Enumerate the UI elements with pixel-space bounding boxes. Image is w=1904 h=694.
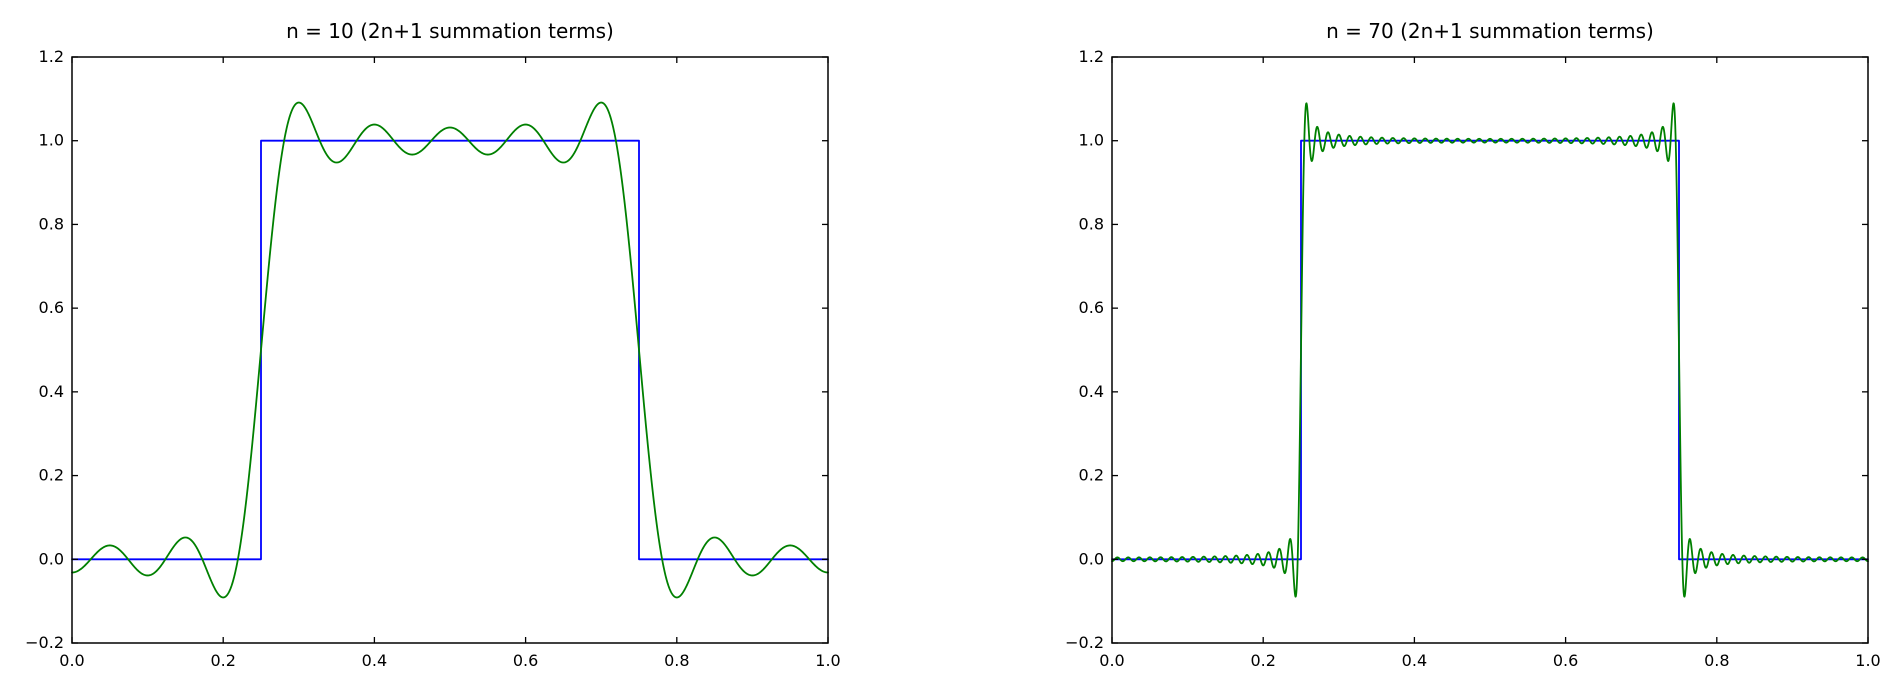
y-tick-label: −0.2	[1065, 633, 1104, 652]
y-tick-label: −0.2	[25, 633, 64, 652]
y-tick-label: 1.0	[39, 131, 64, 150]
y-tick-label: 0.0	[39, 549, 64, 568]
axes-frame	[71, 56, 829, 644]
plot-axes-0: 0.0 0.2 0.4 0.6 0.8 1.0−0.20.00.20.40.60.81.0…	[25, 47, 841, 670]
x-tick-label: 0.4	[362, 651, 387, 670]
y-tick-label: 1.2	[39, 47, 64, 66]
y-tick-label: 0.8	[39, 214, 64, 233]
fourier-partial-sum-line	[71, 101, 829, 599]
y-tick-label: 1.2	[1079, 47, 1104, 66]
y-tick-label: 0.4	[39, 382, 64, 401]
x-tick-label: 0.2	[1250, 651, 1275, 670]
x-tick-label: 0.0	[59, 651, 84, 670]
square-wave-line	[1111, 139, 1869, 561]
plot-axes-1: 0.0 0.2 0.4 0.6 0.8 1.0−0.20.00.20.40.60.81.0…	[1065, 47, 1881, 670]
y-tick-label: 1.0	[1079, 131, 1104, 150]
right-plot-title: n = 70 (2n+1 summation terms)	[1326, 19, 1654, 43]
y-tick-label: 0.6	[39, 298, 64, 317]
y-tick-label: 0.2	[1079, 466, 1104, 485]
y-tick-label: 0.4	[1079, 382, 1104, 401]
left-plot-title: n = 10 (2n+1 summation terms)	[286, 19, 614, 43]
x-tick-label: 0.0	[1099, 651, 1124, 670]
x-tick-label: 0.8	[664, 651, 689, 670]
y-tick-label: 0.2	[39, 466, 64, 485]
x-tick-label: 0.6	[513, 651, 538, 670]
x-tick-label: 1.0	[1855, 651, 1880, 670]
axes-frame	[1111, 56, 1869, 644]
x-tick-label: 1.0	[815, 651, 840, 670]
fourier-partial-sum-line	[1111, 102, 1869, 598]
y-tick-label: 0.8	[1079, 214, 1104, 233]
y-tick-label: 0.6	[1079, 298, 1104, 317]
x-tick-label: 0.2	[210, 651, 235, 670]
x-tick-label: 0.8	[1704, 651, 1729, 670]
square-wave-line	[71, 139, 829, 561]
y-tick-label: 0.0	[1079, 549, 1104, 568]
x-tick-label: 0.6	[1553, 651, 1578, 670]
x-tick-label: 0.4	[1402, 651, 1427, 670]
